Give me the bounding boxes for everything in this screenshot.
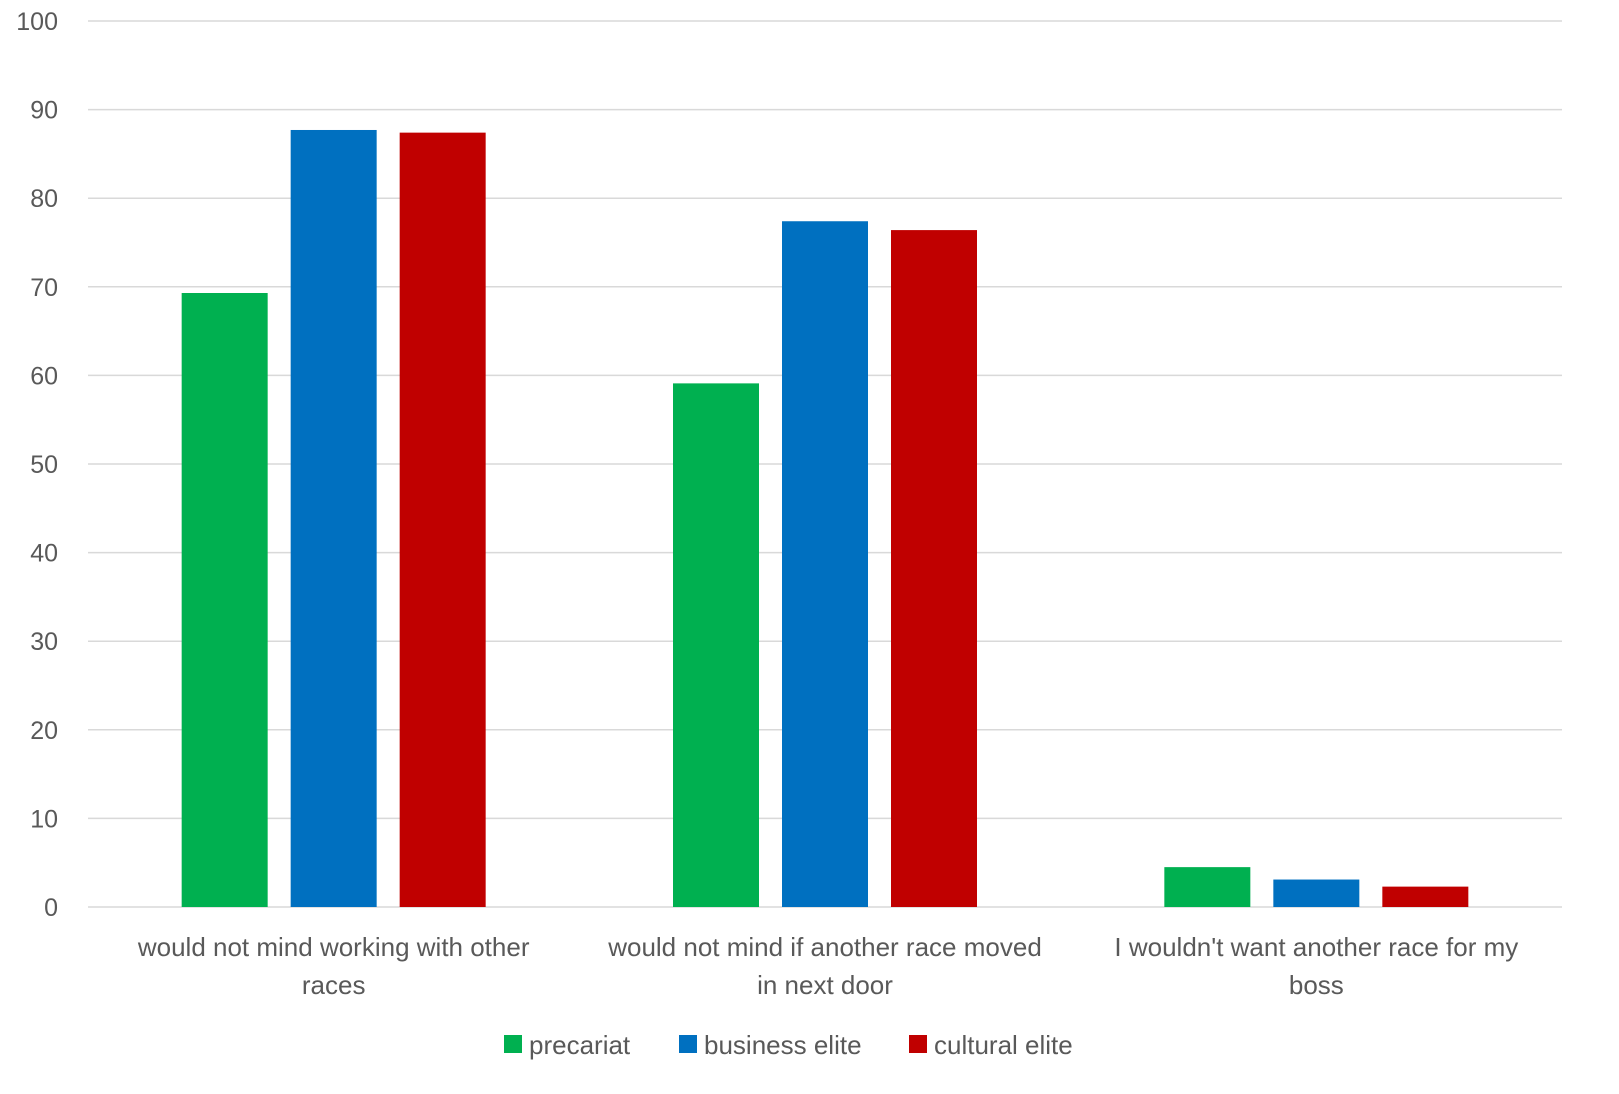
category-label: I wouldn't want another race for my <box>1114 932 1518 962</box>
y-tick-label: 0 <box>44 894 58 922</box>
y-tick-label: 60 <box>30 362 58 390</box>
category-label: in next door <box>757 970 893 1000</box>
legend-label: cultural elite <box>934 1030 1073 1060</box>
category-label: would not mind if another race moved <box>607 932 1042 962</box>
bars <box>181 129 1469 908</box>
bar-business-elite-2 <box>1273 879 1360 907</box>
bar-cultural-elite-1 <box>891 230 977 907</box>
legend-swatch-business-elite <box>679 1035 697 1053</box>
y-tick-label: 20 <box>30 717 58 745</box>
legend-label: business elite <box>704 1030 862 1060</box>
y-tick-label: 70 <box>30 274 58 302</box>
bar-precariat-0 <box>181 293 268 907</box>
x-axis-category-labels: would not mind working with other races wo… <box>137 932 1518 1000</box>
bar-precariat-2 <box>1164 867 1251 907</box>
category-label: boss <box>1289 970 1344 1000</box>
bar-precariat-1 <box>673 383 759 907</box>
y-tick-label: 50 <box>30 451 58 479</box>
y-tick-label: 40 <box>30 540 58 568</box>
legend-swatch-precariat <box>504 1035 522 1053</box>
legend: precariat business elite cultural elite <box>504 1030 1073 1060</box>
y-tick-label: 90 <box>30 97 58 125</box>
bar-cultural-elite-0 <box>399 132 486 908</box>
y-tick-label: 30 <box>30 628 58 656</box>
y-axis-tick-labels: 0 10 20 30 40 50 60 70 80 90 100 <box>16 8 58 922</box>
y-tick-label: 80 <box>30 185 58 213</box>
category-label: races <box>302 970 366 1000</box>
legend-label: precariat <box>529 1030 631 1060</box>
bar-business-elite-1 <box>782 221 868 908</box>
bar-cultural-elite-2 <box>1382 886 1469 907</box>
legend-swatch-cultural-elite <box>909 1035 927 1053</box>
bar-business-elite-0 <box>290 129 377 907</box>
y-tick-label: 10 <box>30 805 58 833</box>
category-label: would not mind working with other <box>137 932 530 962</box>
y-tick-label: 100 <box>16 8 58 36</box>
